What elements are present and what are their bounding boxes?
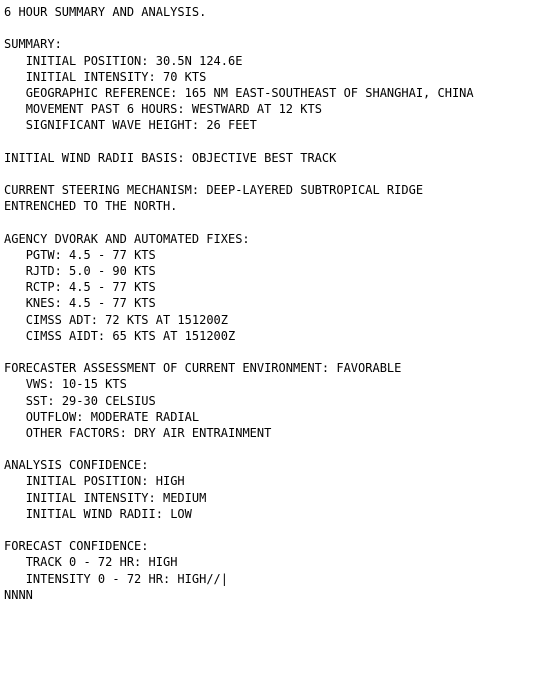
rjtd-label: RJTD:	[26, 264, 62, 278]
outflow-label: OUTFLOW:	[26, 410, 84, 424]
outflow-value: MODERATE RADIAL	[91, 410, 199, 424]
wind-radii-basis-label: INITIAL WIND RADII BASIS:	[4, 151, 185, 165]
analysis-wr-value: LOW	[170, 507, 192, 521]
analysis-wr-label: INITIAL WIND RADII:	[26, 507, 163, 521]
header-line: 6 HOUR SUMMARY AND ANALYSIS.	[4, 5, 206, 19]
terminator: NNNN	[4, 588, 33, 602]
cimss-adt-label: CIMSS ADT:	[26, 313, 98, 327]
sst-label: SST:	[26, 394, 55, 408]
swh-value: 26 FEET	[206, 118, 257, 132]
wind-radii-basis-value: OBJECTIVE BEST TRACK	[192, 151, 337, 165]
cimss-aidt-value: 65 KTS AT 151200Z	[112, 329, 235, 343]
swh-label: SIGNIFICANT WAVE HEIGHT:	[26, 118, 199, 132]
text-cursor-icon: |	[221, 572, 228, 586]
rjtd-value: 5.0 - 90 KTS	[69, 264, 156, 278]
pgtw-value: 4.5 - 77 KTS	[69, 248, 156, 262]
analysis-int-value: MEDIUM	[163, 491, 206, 505]
initial-position-value: 30.5N 124.6E	[156, 54, 243, 68]
geo-ref-label: GEOGRAPHIC REFERENCE:	[26, 86, 178, 100]
movement-value: WESTWARD AT 12 KTS	[192, 102, 322, 116]
env-overall: FAVORABLE	[336, 361, 401, 375]
knes-value: 4.5 - 77 KTS	[69, 296, 156, 310]
analysis-pos-value: HIGH	[156, 474, 185, 488]
pgtw-label: PGTW:	[26, 248, 62, 262]
initial-intensity-value: 70 KTS	[163, 70, 206, 84]
bulletin-text: 6 HOUR SUMMARY AND ANALYSIS. SUMMARY: IN…	[0, 0, 539, 607]
steering-label: CURRENT STEERING MECHANISM:	[4, 183, 199, 197]
forecast-conf-title: FORECAST CONFIDENCE:	[4, 539, 149, 553]
vws-label: VWS:	[26, 377, 55, 391]
analysis-conf-title: ANALYSIS CONFIDENCE:	[4, 458, 149, 472]
initial-position-label: INITIAL POSITION:	[26, 54, 149, 68]
analysis-pos-label: INITIAL POSITION:	[26, 474, 149, 488]
steering-value-line2: ENTRENCHED TO THE NORTH.	[4, 199, 177, 213]
rctp-label: RCTP:	[26, 280, 62, 294]
sst-value: 29-30 CELSIUS	[62, 394, 156, 408]
knes-label: KNES:	[26, 296, 62, 310]
rctp-value: 4.5 - 77 KTS	[69, 280, 156, 294]
forecast-intensity-value: HIGH//	[177, 572, 220, 586]
movement-label: MOVEMENT PAST 6 HOURS:	[26, 102, 185, 116]
summary-title: SUMMARY:	[4, 37, 62, 51]
initial-intensity-label: INITIAL INTENSITY:	[26, 70, 156, 84]
env-title: FORECASTER ASSESSMENT OF CURRENT ENVIRON…	[4, 361, 329, 375]
forecast-track-label: TRACK 0 - 72 HR:	[26, 555, 142, 569]
vws-value: 10-15 KTS	[62, 377, 127, 391]
steering-value-line1: DEEP-LAYERED SUBTROPICAL RIDGE	[206, 183, 423, 197]
dvorak-title: AGENCY DVORAK AND AUTOMATED FIXES:	[4, 232, 250, 246]
geo-ref-value: 165 NM EAST-SOUTHEAST OF SHANGHAI, CHINA	[185, 86, 474, 100]
cimss-aidt-label: CIMSS AIDT:	[26, 329, 105, 343]
forecast-track-value: HIGH	[149, 555, 178, 569]
forecast-intensity-label: INTENSITY 0 - 72 HR:	[26, 572, 171, 586]
cimss-adt-value: 72 KTS AT 151200Z	[105, 313, 228, 327]
analysis-int-label: INITIAL INTENSITY:	[26, 491, 156, 505]
other-value: DRY AIR ENTRAINMENT	[134, 426, 271, 440]
other-label: OTHER FACTORS:	[26, 426, 127, 440]
